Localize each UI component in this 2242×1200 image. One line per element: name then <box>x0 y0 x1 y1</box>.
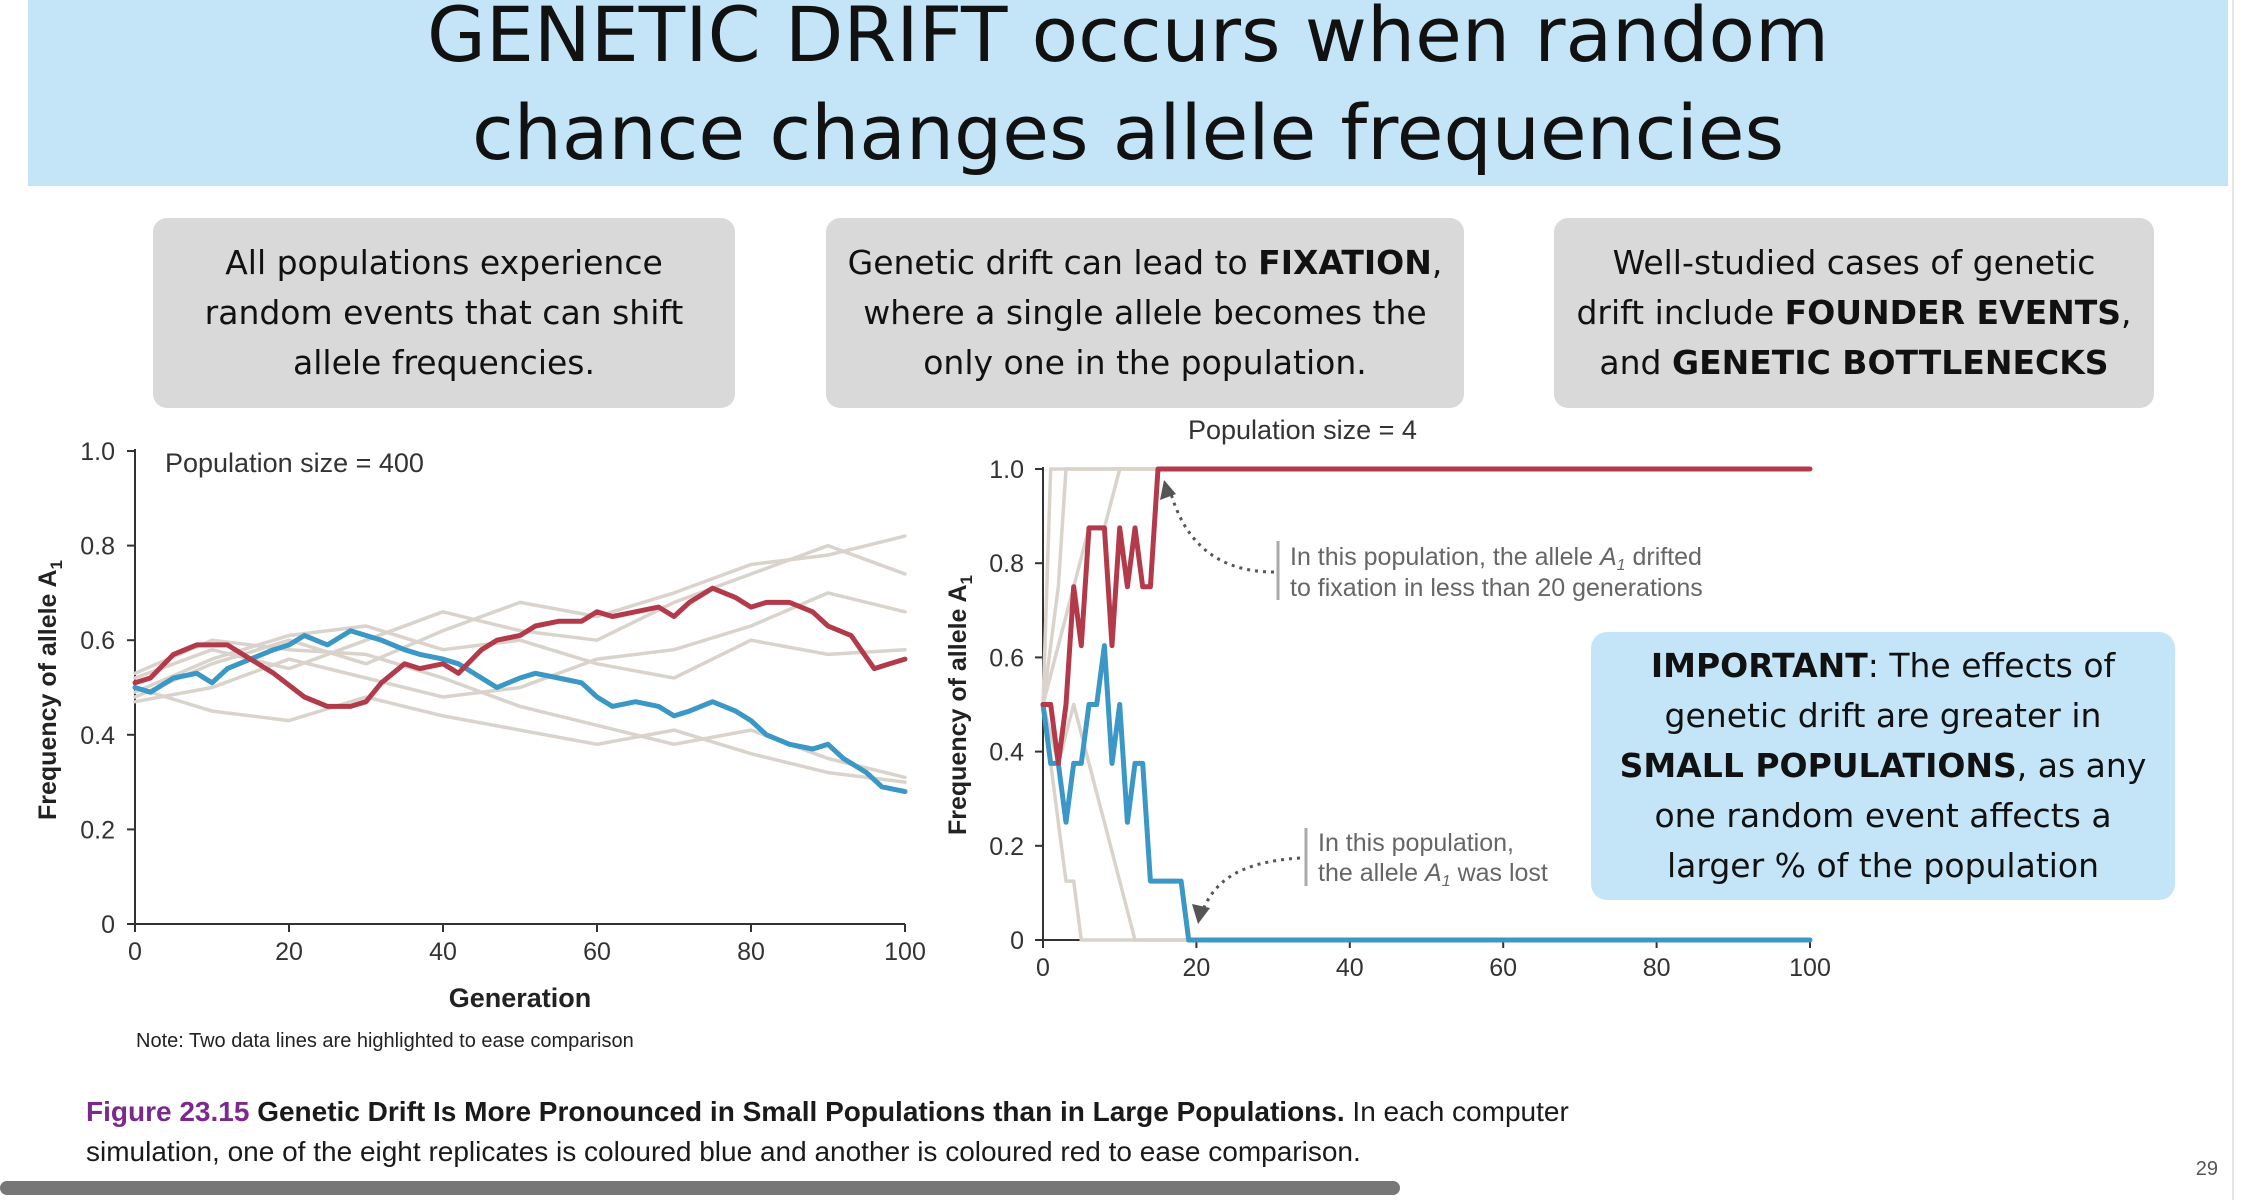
x-tick-label: 0 <box>128 938 142 966</box>
annotation-lost-arrowhead <box>1192 904 1210 924</box>
series-line-grey <box>1041 702 1812 942</box>
horizontal-scrollbar[interactable] <box>0 1181 1400 1195</box>
box-right-pre: Well-studied cases of genetic drift incl… <box>1576 243 2096 332</box>
x-tick-label: 40 <box>429 938 457 966</box>
series-line-blue <box>132 628 908 795</box>
series-line-grey <box>133 543 907 680</box>
box-left-text: All populations experience random events… <box>204 243 684 382</box>
y-axis-label-text: Frequency of allele A <box>34 569 62 820</box>
annotation-lost-line1: In this population, <box>1318 829 1514 857</box>
caption-bold-title: Genetic Drift Is More Pronounced in Smal… <box>257 1096 1345 1127</box>
y-tick-label: 0.4 <box>80 722 115 750</box>
annotation-fixation-line2: to fixation in less than 20 generations <box>1290 574 1703 602</box>
series-line-grey <box>1041 702 1812 942</box>
y-tick-label: 0 <box>101 911 115 939</box>
figure-caption: Figure 23.15 Genetic Drift Is More Prono… <box>86 1092 1586 1172</box>
chart-note: Note: Two data lines are highlighted to … <box>136 1030 634 1052</box>
x-tick-label: 20 <box>275 938 303 966</box>
y-tick-label: 1.0 <box>80 438 115 466</box>
caption-body: In each computer simulation, one of the … <box>86 1096 1569 1167</box>
important-callout: IMPORTANT: The effects of genetic drift … <box>1591 632 2175 900</box>
chart-title: Population size = 400 <box>165 448 424 478</box>
y-tick-label: 0.4 <box>989 739 1024 767</box>
box-right-bold2: GENETIC BOTTLENECKS <box>1672 343 2109 382</box>
title-line-2: chance changes allele frequencies <box>471 88 1785 177</box>
chart-title: Population size = 4 <box>1188 415 1417 445</box>
y-tick-label: 0.2 <box>989 833 1024 861</box>
series-line-grey <box>133 685 907 784</box>
info-box-founder-bottleneck: Well-studied cases of genetic drift incl… <box>1554 218 2154 408</box>
series-line-red <box>132 585 908 709</box>
slide-title: GENETIC DRIFT occurs when random chance … <box>28 0 2228 182</box>
box-middle-bold: FIXATION <box>1258 243 1432 282</box>
x-tick-label: 20 <box>1182 954 1210 982</box>
series-line-blue <box>1040 643 1813 943</box>
series-line-grey <box>133 624 907 694</box>
title-line-1: GENETIC DRIFT occurs when random <box>427 0 1829 79</box>
y-tick-label: 0.6 <box>989 644 1024 672</box>
x-tick-label: 0 <box>1036 954 1050 982</box>
important-text1: : The effects of genetic drift are great… <box>1664 646 2116 735</box>
y-tick-label: 0.6 <box>80 627 115 655</box>
y-axis-label-subscript: 1 <box>957 575 976 584</box>
annotation-lost-arrow <box>1200 856 1301 913</box>
y-tick-label: 0.8 <box>989 550 1024 578</box>
y-axis-label-subscript: 1 <box>47 560 66 569</box>
info-box-random-events: All populations experience random events… <box>153 218 735 408</box>
y-tick-label: 0 <box>1010 927 1024 955</box>
box-right-mid: , and <box>1599 293 2132 382</box>
caption-figure-number: Figure 23.15 <box>86 1096 250 1127</box>
info-box-fixation: Genetic drift can lead to FIXATION, wher… <box>826 218 1464 408</box>
series-line-red <box>1040 466 1813 766</box>
x-tick-label: 80 <box>737 938 765 966</box>
x-tick-label: 100 <box>1789 954 1831 982</box>
annotation-lost-line2: the allele A1 was lost <box>1318 859 1548 890</box>
y-axis-label-text: Frequency of allele A <box>944 584 972 835</box>
important-bold2: SMALL POPULATIONS <box>1619 746 2017 785</box>
y-tick-label: 0.8 <box>80 533 115 561</box>
x-tick-label: 100 <box>884 938 926 966</box>
y-tick-label: 0.2 <box>80 816 115 844</box>
annotation-fixation-arrow <box>1168 489 1275 574</box>
box-middle-post: , where a single allele becomes the only… <box>863 243 1443 382</box>
annotation-fixation-line1: In this population, the allele A1 drifte… <box>1290 543 1702 574</box>
important-bold1: IMPORTANT <box>1650 646 1868 685</box>
box-right-bold1: FOUNDER EVENTS <box>1784 293 2122 332</box>
x-tick-label: 40 <box>1336 954 1364 982</box>
title-band: GENETIC DRIFT occurs when random chance … <box>28 0 2228 186</box>
annotation-fixation-arrowhead <box>1160 480 1176 500</box>
important-text2: , as any one random event affects a larg… <box>1654 746 2147 885</box>
box-middle-pre: Genetic drift can lead to <box>847 243 1259 282</box>
page-number: 29 <box>2195 1158 2218 1180</box>
x-axis-label: Generation <box>449 983 592 1013</box>
x-tick-label: 60 <box>583 938 611 966</box>
window-edge <box>2232 0 2234 1200</box>
x-tick-label: 80 <box>1643 954 1671 982</box>
y-axis-label: Frequency of allele A1 <box>944 575 976 835</box>
y-tick-label: 1.0 <box>989 456 1024 484</box>
y-axis-label: Frequency of allele A1 <box>34 560 66 820</box>
x-tick-label: 60 <box>1489 954 1517 982</box>
